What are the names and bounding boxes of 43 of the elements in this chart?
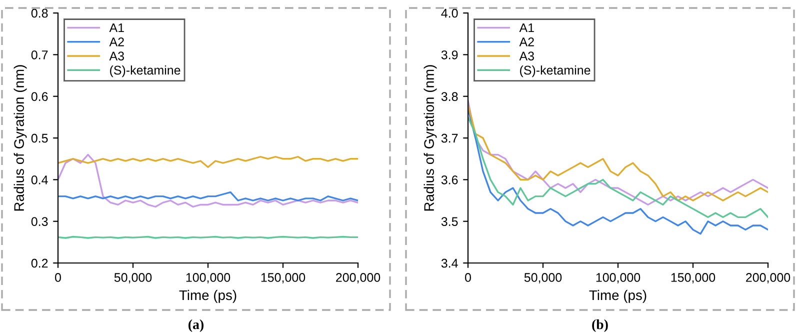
- x-axis-title: Time (ps): [179, 290, 236, 303]
- y-tick-label: 0.8: [31, 8, 48, 18]
- y-tick-label: 0.5: [31, 134, 48, 143]
- x-tick-label: 0: [55, 273, 61, 282]
- x-tick-label: 150,000: [261, 273, 306, 284]
- text: (a): [188, 319, 204, 332]
- y-tick-label: 0.7: [31, 50, 48, 60]
- y-tick-label: 3.8: [441, 92, 458, 101]
- x-tick-label: 200,000: [336, 273, 380, 284]
- x-axis-title: Time (ps): [589, 290, 646, 303]
- line-series: [468, 116, 768, 218]
- line-series: [58, 154, 358, 208]
- y-tick-label: 3.9: [441, 50, 458, 60]
- y-tick-label: 3.6: [441, 175, 458, 184]
- y-tick-label: 4.0: [441, 8, 458, 18]
- legend-label: A2: [519, 37, 534, 46]
- x-tick-label: 50,000: [524, 273, 562, 284]
- legend-label: A1: [109, 23, 124, 32]
- y-tick-label: 3.5: [441, 217, 458, 226]
- legend-label: A3: [519, 52, 534, 60]
- x-tick-label: 50,000: [114, 273, 152, 284]
- y-tick-label: 3.7: [441, 134, 458, 143]
- legend-label: A2: [109, 37, 124, 46]
- y-axis-title: Radius of Gyration (nm): [14, 65, 27, 211]
- legend-label: A1: [519, 23, 534, 32]
- y-tick-label: 3.4: [441, 258, 458, 268]
- legend-label: (S)-ketamine: [110, 65, 180, 78]
- legend-label: A3: [109, 52, 124, 60]
- text: (b): [592, 319, 608, 332]
- line-series: [468, 108, 768, 235]
- legend-label: (S)-ketamine: [520, 65, 590, 78]
- x-tick-label: 150,000: [671, 273, 716, 284]
- x-tick-label: 0: [465, 273, 471, 282]
- x-tick-label: 100,000: [596, 273, 640, 284]
- y-tick-label: 0.2: [31, 258, 48, 268]
- x-tick-label: 100,000: [186, 273, 230, 284]
- y-tick-label: 0.6: [31, 92, 48, 101]
- y-tick-label: 0.3: [31, 217, 48, 226]
- line-series: [58, 191, 358, 202]
- y-axis-title: Radius of Gyration (nm): [424, 65, 437, 211]
- x-tick-label: 200,000: [746, 273, 790, 284]
- line-series: [58, 156, 358, 168]
- y-tick-label: 0.4: [31, 175, 48, 184]
